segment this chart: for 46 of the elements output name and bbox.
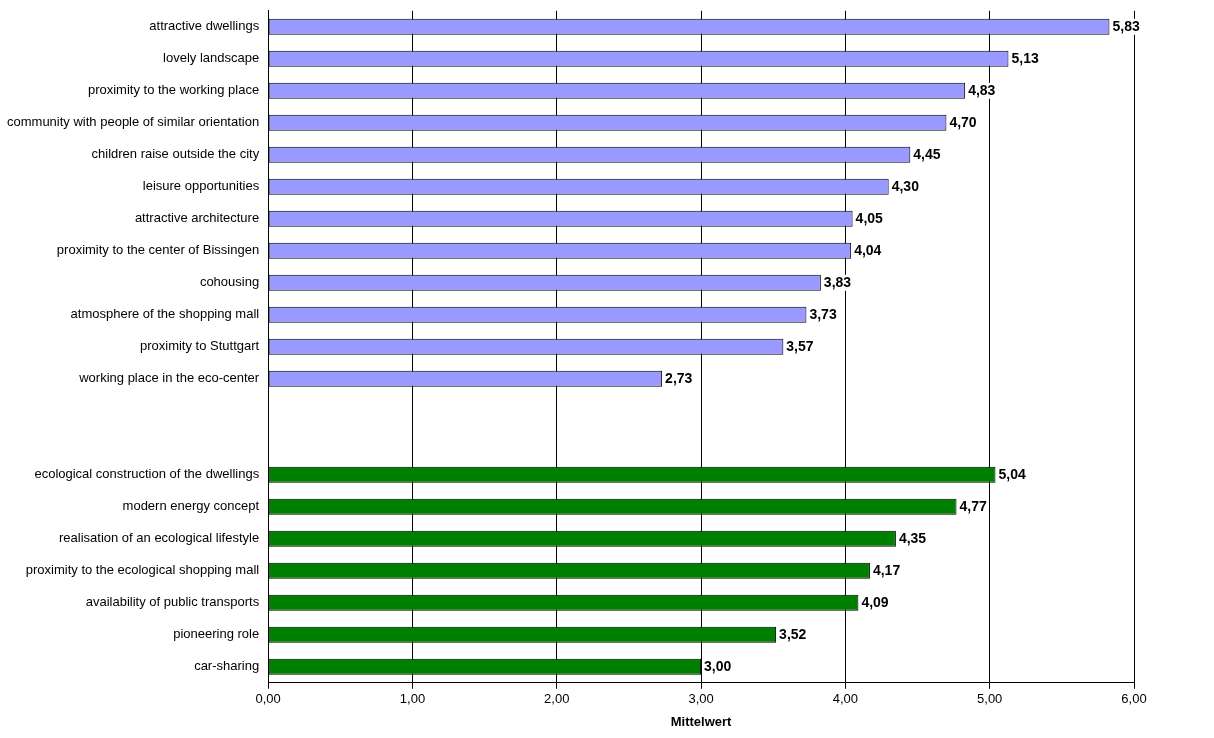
y-tick-label: atmosphere of the shopping mall xyxy=(70,306,260,322)
x-tick-label: 4,00 xyxy=(832,691,859,707)
data-label: 3,57 xyxy=(786,337,814,354)
y-tick-label: proximity to Stuttgart xyxy=(139,338,260,354)
data-label: 3,73 xyxy=(809,305,837,322)
y-tick-label: pioneering role xyxy=(173,626,260,642)
data-label: 5,13 xyxy=(1011,49,1039,66)
data-label: 4,70 xyxy=(949,113,977,130)
y-tick-label: proximity to the ecological shopping mall xyxy=(25,562,260,578)
y-tick-label: attractive architecture xyxy=(134,210,260,226)
data-label: 4,45 xyxy=(913,145,941,162)
y-tick-label: attractive dwellings xyxy=(149,18,260,34)
data-label: 4,04 xyxy=(854,241,882,258)
y-tick-label: proximity to the center of Bissingen xyxy=(56,242,260,258)
x-tick-label: 1,00 xyxy=(399,691,426,707)
data-label: 4,09 xyxy=(861,593,889,610)
y-tick-label: working place in the eco-center xyxy=(78,370,260,386)
y-tick-label: lovely landscape xyxy=(163,50,260,66)
data-label: 3,83 xyxy=(823,273,852,290)
y-tick-label: cohousing xyxy=(199,274,260,290)
x-tick-label: 0,00 xyxy=(255,691,281,707)
data-label: 4,30 xyxy=(891,177,920,194)
data-label: 4,17 xyxy=(872,561,901,578)
x-tick-label: 2,00 xyxy=(544,691,570,707)
y-tick-label: community with people of similar orientation xyxy=(7,114,260,130)
data-label: 3,52 xyxy=(779,625,807,642)
data-label: 3,00 xyxy=(704,657,732,674)
y-tick-label: car-sharing xyxy=(194,658,260,674)
y-tick-label: leisure opportunities xyxy=(142,178,260,194)
x-tick-label: 3,00 xyxy=(688,691,714,707)
data-label: 4,83 xyxy=(968,81,996,98)
y-tick-label: modern energy concept xyxy=(122,498,260,514)
y-tick-label: realisation of an ecological lifestyle xyxy=(59,530,260,546)
data-label: 5,04 xyxy=(998,465,1026,482)
data-label: 4,77 xyxy=(959,497,987,514)
x-tick-label: 5,00 xyxy=(977,691,1003,707)
data-label: 5,83 xyxy=(1112,17,1140,34)
y-tick-label: children raise outside the city xyxy=(91,146,260,162)
y-tick-label: proximity to the working place xyxy=(87,82,260,98)
x-axis-title: Mittelwert xyxy=(670,713,733,729)
data-label: 2,73 xyxy=(665,369,693,386)
y-tick-label: ecological construction of the dwellings xyxy=(34,466,260,482)
data-label: 4,05 xyxy=(855,209,884,226)
data-label: 4,35 xyxy=(898,529,927,546)
x-tick-label: 6,00 xyxy=(1121,691,1147,707)
y-tick-label: availability of public transports xyxy=(85,594,260,610)
